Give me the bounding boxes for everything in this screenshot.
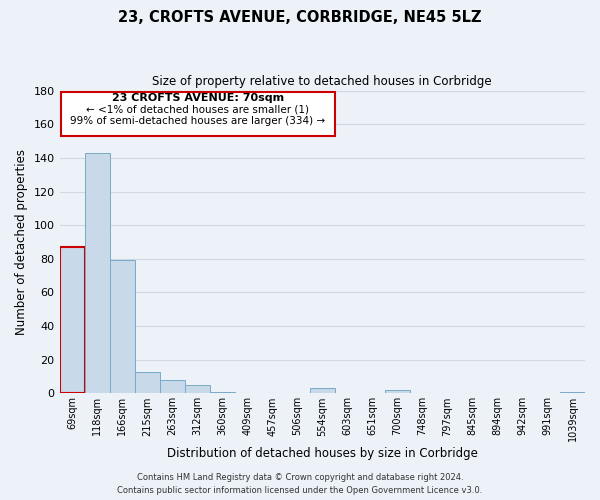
Bar bbox=[110, 260, 134, 394]
Title: Size of property relative to detached houses in Corbridge: Size of property relative to detached ho… bbox=[152, 75, 492, 88]
Bar bbox=[310, 388, 335, 394]
Text: ← <1% of detached houses are smaller (1): ← <1% of detached houses are smaller (1) bbox=[86, 104, 309, 114]
Text: 23, CROFTS AVENUE, CORBRIDGE, NE45 5LZ: 23, CROFTS AVENUE, CORBRIDGE, NE45 5LZ bbox=[118, 10, 482, 25]
Bar bbox=[185, 385, 209, 394]
Bar bbox=[160, 380, 185, 394]
Bar bbox=[85, 153, 110, 394]
X-axis label: Distribution of detached houses by size in Corbridge: Distribution of detached houses by size … bbox=[167, 447, 478, 460]
Bar bbox=[385, 390, 410, 394]
Bar bbox=[61, 92, 335, 136]
Text: 99% of semi-detached houses are larger (334) →: 99% of semi-detached houses are larger (… bbox=[70, 116, 325, 126]
Text: Contains HM Land Registry data © Crown copyright and database right 2024.
Contai: Contains HM Land Registry data © Crown c… bbox=[118, 474, 482, 495]
Bar bbox=[59, 247, 85, 394]
Y-axis label: Number of detached properties: Number of detached properties bbox=[15, 149, 28, 335]
Bar bbox=[560, 392, 585, 394]
Bar bbox=[209, 392, 235, 394]
Bar bbox=[134, 372, 160, 394]
Text: 23 CROFTS AVENUE: 70sqm: 23 CROFTS AVENUE: 70sqm bbox=[112, 93, 284, 103]
